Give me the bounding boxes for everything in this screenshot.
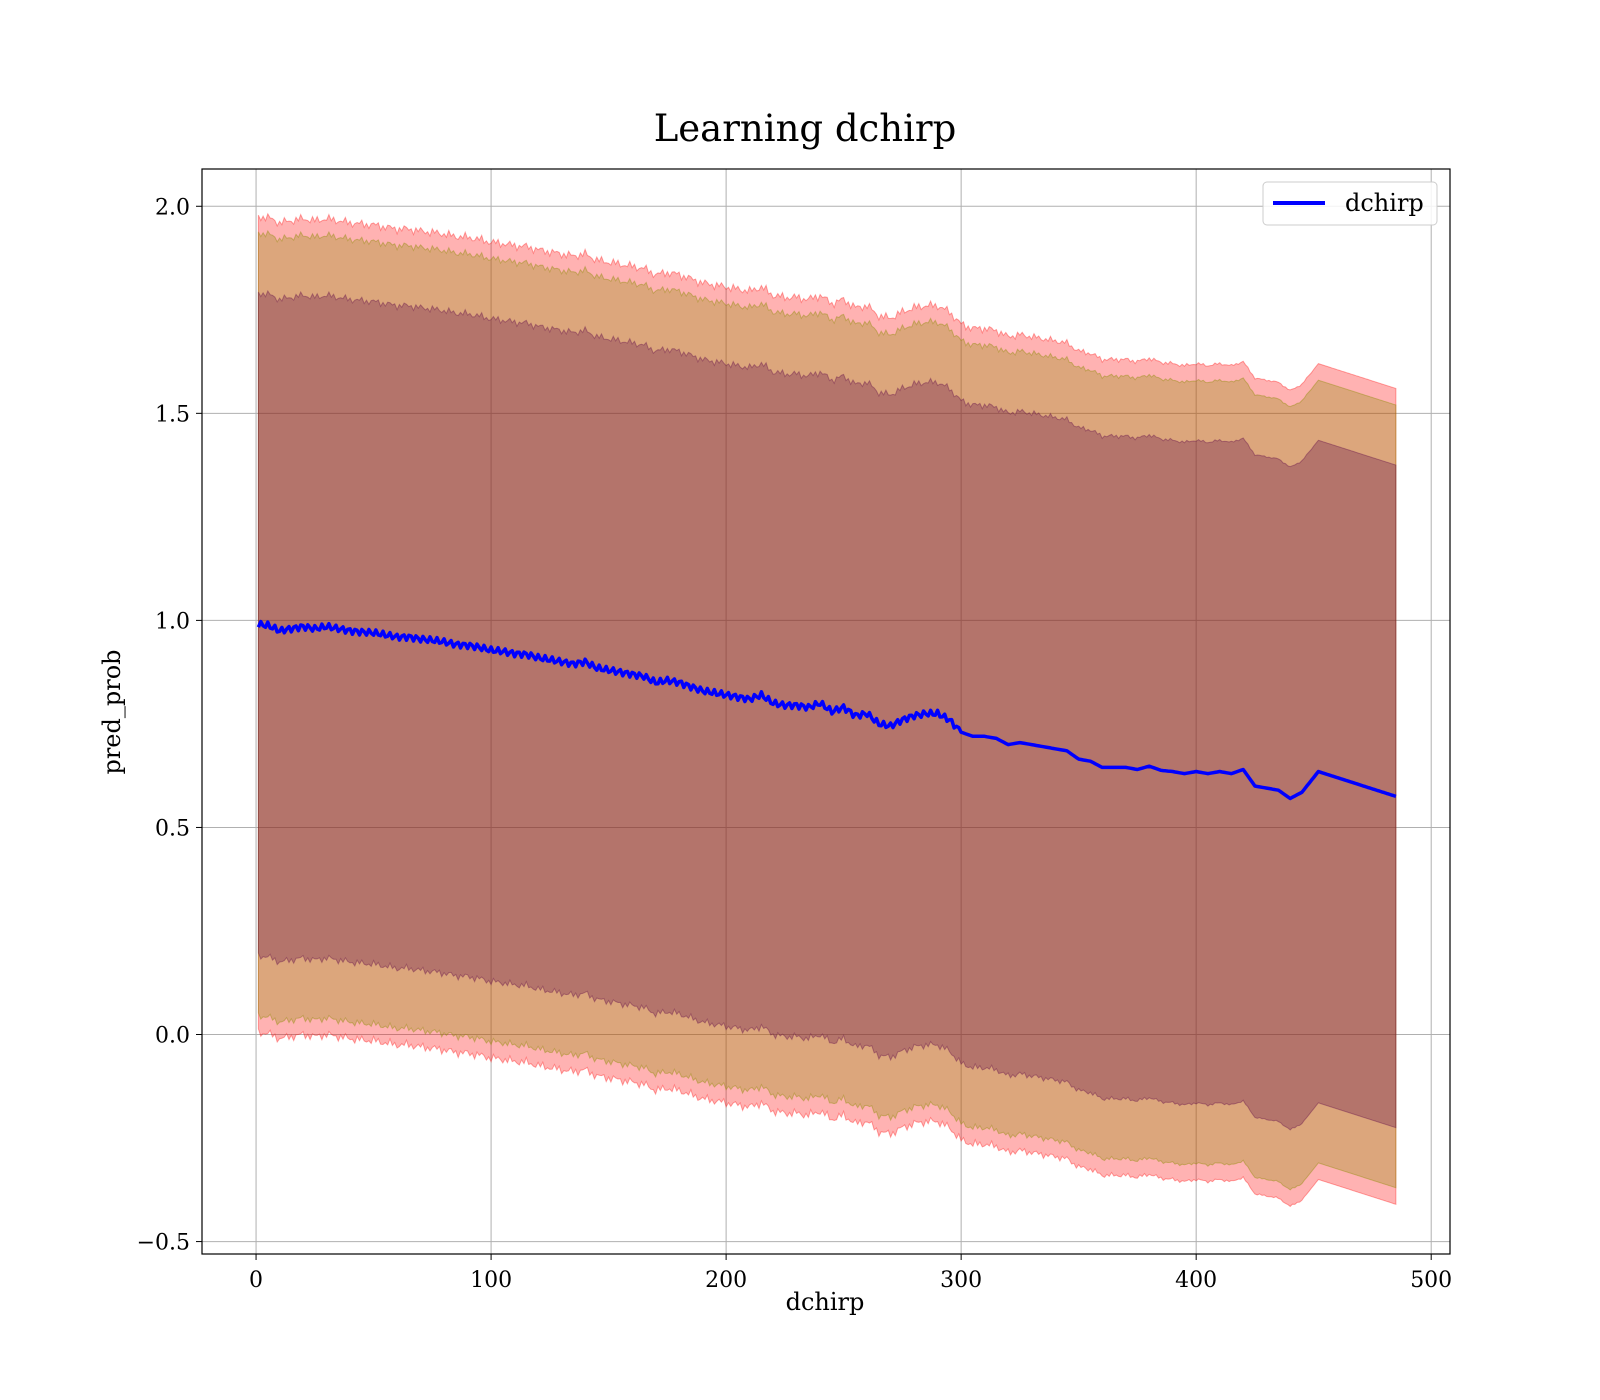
plot-area	[201, 168, 1451, 1255]
y-axis-label: pred_prob	[98, 649, 126, 774]
x-tick-label: 200	[705, 1268, 747, 1293]
y-ticks: −0.5 0.0 0.5 1.0 1.5 2.0	[137, 195, 202, 1256]
x-tick-label: 0	[249, 1268, 263, 1293]
legend-entry-dchirp: dchirp	[1345, 189, 1424, 217]
legend: dchirp	[1262, 181, 1438, 226]
x-ticks: 0 100 200 300 400 500	[249, 1254, 1452, 1293]
x-axis-label: dchirp	[786, 1288, 865, 1316]
y-tick-label: 2.0	[155, 195, 190, 220]
grid-y	[202, 205, 1450, 1243]
y-tick-label: 1.5	[155, 402, 190, 427]
x-tick-label: 300	[940, 1268, 982, 1293]
y-tick-label: −0.5	[137, 1231, 190, 1256]
y-tick-label: 0.5	[155, 816, 190, 841]
x-tick-label: 400	[1175, 1268, 1217, 1293]
x-tick-label: 500	[1410, 1268, 1452, 1293]
y-tick-label: 1.0	[155, 609, 190, 634]
legend-box	[1262, 181, 1438, 226]
series-line-dchirp	[256, 619, 1397, 801]
grid-x	[255, 169, 1432, 1254]
x-tick-label: 100	[470, 1268, 512, 1293]
chart-title: Learning dchirp	[654, 107, 957, 150]
axes-frame	[201, 168, 1451, 1255]
line-layer	[256, 619, 1397, 801]
y-tick-label: 0.0	[155, 1024, 190, 1049]
